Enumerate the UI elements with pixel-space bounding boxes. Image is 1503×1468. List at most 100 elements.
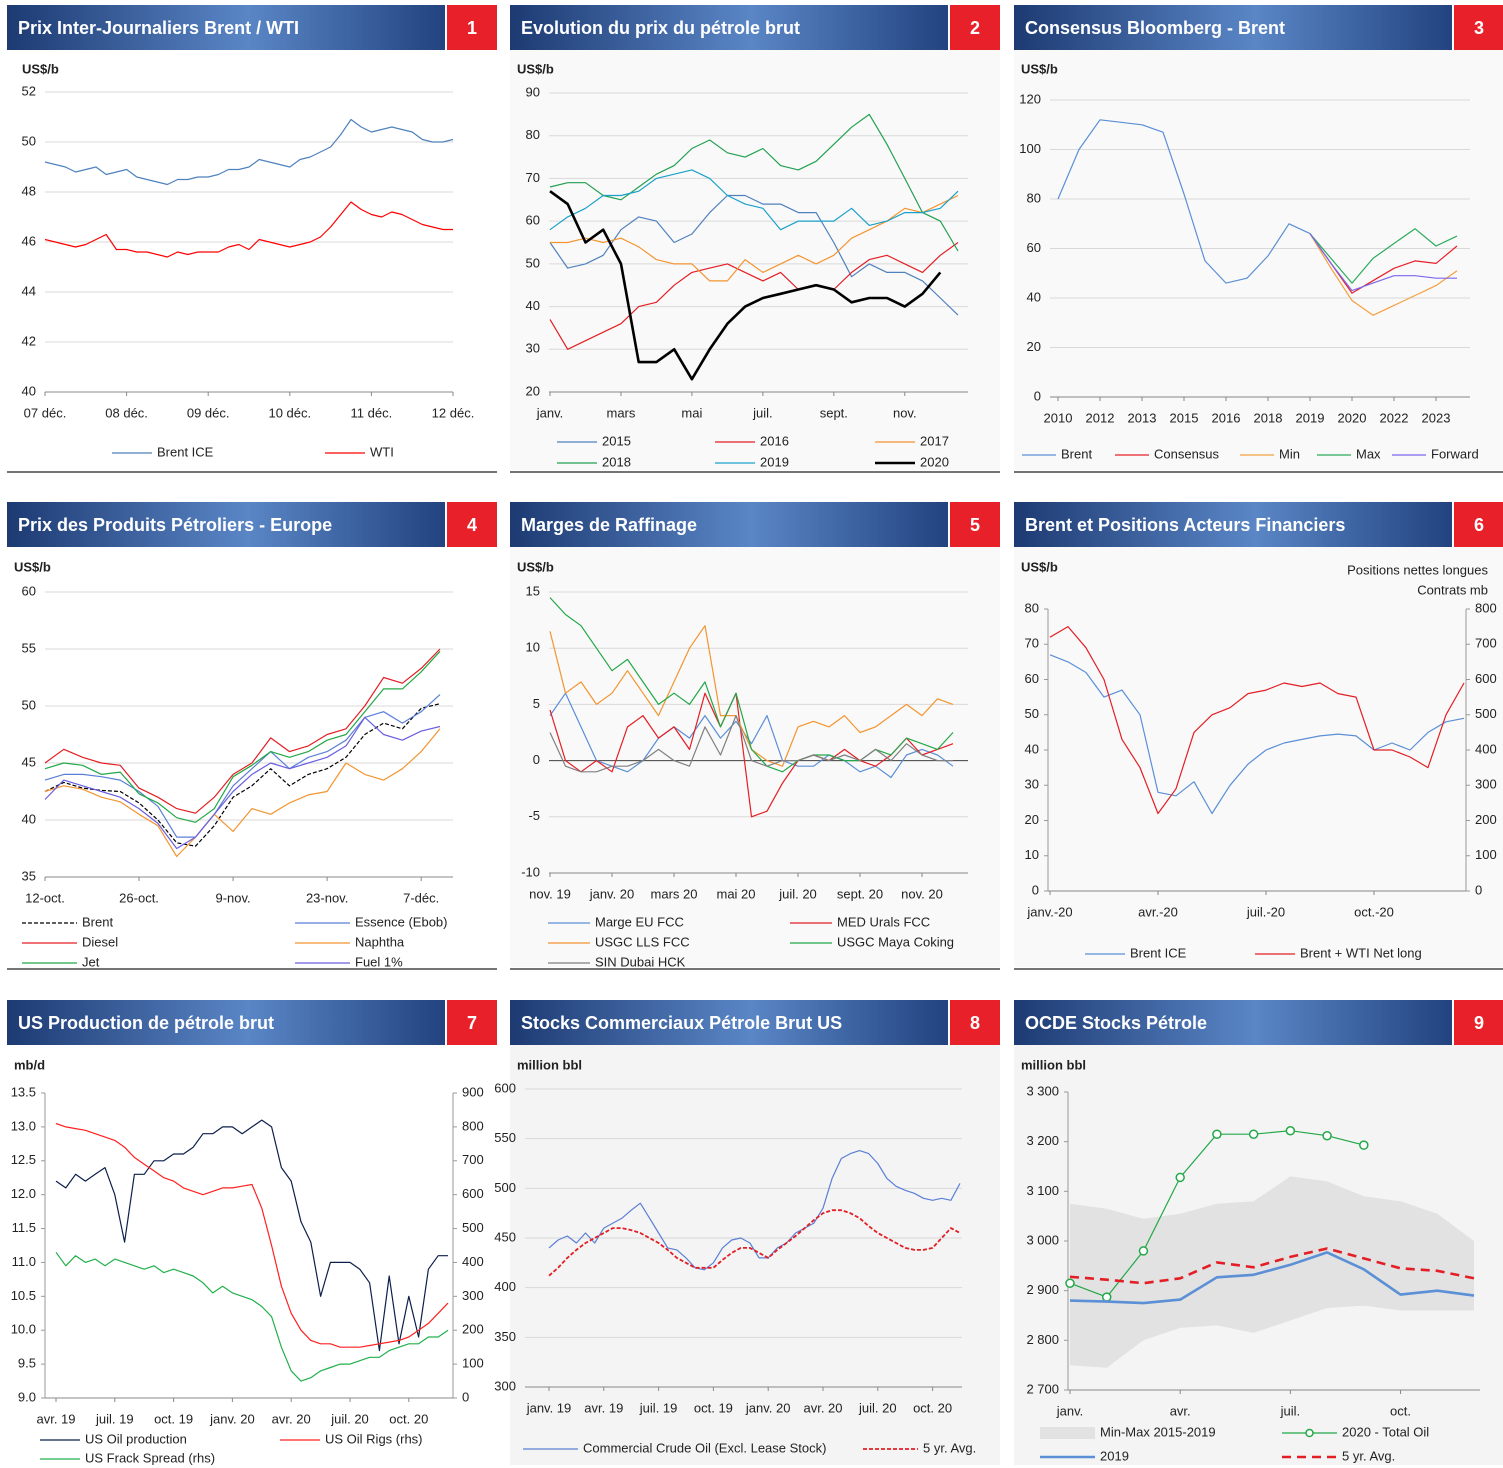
panel-number-box — [950, 502, 1000, 547]
x-tick-label: 12 déc. — [432, 405, 475, 420]
legend-label: Marge EU FCC — [595, 914, 684, 929]
x-tick-label: juil. — [752, 405, 773, 420]
x-tick-label: 09 déc. — [187, 405, 230, 420]
y-tick-label: 40 — [1027, 289, 1041, 304]
y-tick-label: 70 — [1025, 636, 1039, 651]
series-line — [1309, 233, 1457, 292]
x-tick-label: janv. — [536, 405, 564, 420]
y-tick-label: 12.5 — [11, 1152, 36, 1167]
panel-number-box — [447, 5, 497, 50]
x-tick-label: 08 déc. — [105, 405, 148, 420]
legend-label: Min — [1279, 446, 1300, 461]
x-tick-label: 2019 — [1296, 410, 1325, 425]
x-tick-label: janv. 20 — [745, 1400, 791, 1415]
y-tick-label: 10.0 — [11, 1322, 36, 1337]
series-line — [549, 597, 954, 773]
legend-label: 2019 — [760, 454, 789, 469]
x-tick-label: janv. 20 — [589, 886, 635, 901]
x-tick-label: sept. 20 — [837, 886, 883, 901]
y-tick-label: 40 — [22, 383, 36, 398]
y-tick-label: 30 — [1025, 777, 1039, 792]
y-tick-label: 60 — [526, 213, 540, 228]
legend-label: Fuel 1% — [355, 954, 403, 969]
x-tick-label: 2022 — [1380, 410, 1409, 425]
point-marker — [1359, 1140, 1369, 1150]
series-line — [549, 194, 959, 316]
legend-label: US Oil production — [85, 1431, 187, 1446]
y-tick-label: 45 — [22, 754, 36, 769]
panel-number: 3 — [1474, 18, 1484, 38]
panel-background — [510, 1045, 1000, 1465]
y-tick-label: 3 100 — [1026, 1183, 1059, 1198]
x-tick-label: nov. — [893, 405, 917, 420]
panel-title: OCDE Stocks Pétrole — [1025, 1013, 1207, 1033]
series-line — [549, 692, 954, 779]
x-tick-label: 2013 — [1128, 410, 1157, 425]
y-tick-label: 20 — [526, 383, 540, 398]
panel-background — [1014, 547, 1503, 967]
panel-title: Stocks Commerciaux Pétrole Brut US — [521, 1013, 842, 1033]
legend-label: 2018 — [602, 454, 631, 469]
y-tick-label: 42 — [22, 333, 36, 348]
chart-panel: Marges de Raffinage 5 US$/b -10 -5 0 5 10 15 nov.… — [510, 502, 1000, 970]
x-tick-label: mars — [607, 405, 636, 420]
y-tick-label: 13.0 — [11, 1118, 36, 1133]
unit-label: US$/b — [517, 61, 554, 76]
chart-panel: OCDE Stocks Pétrole 9 million bbl 2 700 2 80… — [1014, 1000, 1503, 1465]
point-marker — [1248, 1129, 1259, 1139]
y-tick-label: 15 — [526, 583, 540, 598]
panel-number-box — [447, 1000, 497, 1045]
x-tick-label: 9-nov. — [216, 890, 251, 905]
y-tick-label: 5 — [533, 696, 540, 711]
series-line — [549, 169, 959, 231]
y-tick-label: 80 — [1027, 190, 1041, 205]
x-tick-label: 2018 — [1254, 410, 1283, 425]
series-line — [44, 694, 441, 838]
y-tick-label: 120 — [1019, 91, 1041, 106]
legend-label: Max — [1356, 446, 1381, 461]
x-tick-label: avr. 20 — [272, 1411, 311, 1426]
x-tick-label: oct. 19 — [154, 1411, 193, 1426]
panel-number-box — [447, 502, 497, 547]
legend-label: 2015 — [602, 433, 631, 448]
x-tick-label: oct. 20 — [389, 1411, 428, 1426]
y-tick-label: 90 — [526, 84, 540, 99]
y-tick-label: 550 — [494, 1130, 516, 1145]
panel-number: 7 — [467, 1013, 477, 1033]
x-tick-label: nov. 19 — [529, 886, 571, 901]
x-tick-label: juil.-20 — [1246, 904, 1285, 919]
panel-title: Prix des Produits Pétroliers - Europe — [18, 515, 332, 535]
panel-header — [510, 502, 948, 547]
series-line — [549, 692, 954, 818]
x-tick-label: mai — [681, 405, 702, 420]
legend-label: 2017 — [920, 433, 949, 448]
unit-label: million bbl — [517, 1057, 582, 1072]
chart-panel: Consensus Bloomberg - Brent 3 US$/b 0 20 40 60… — [1014, 5, 1503, 473]
y2-tick-label: 700 — [462, 1152, 484, 1167]
x-tick-label: 2015 — [1170, 410, 1199, 425]
y-tick-label: 13.5 — [11, 1084, 36, 1099]
point-marker — [1212, 1129, 1222, 1139]
y2-tick-label: 400 — [1475, 741, 1497, 756]
panel-number: 2 — [970, 18, 980, 38]
series-line — [1049, 626, 1465, 815]
series-line — [44, 703, 441, 847]
x-tick-label: juil. 19 — [639, 1400, 678, 1415]
y-tick-label: 100 — [1019, 141, 1041, 156]
panel-number-box — [950, 5, 1000, 50]
series-line — [549, 242, 959, 350]
x-tick-label: 2012 — [1086, 410, 1115, 425]
y-tick-label: -5 — [528, 808, 540, 823]
panel-number: 4 — [467, 515, 477, 535]
panel-header — [7, 5, 445, 50]
legend-label: Min-Max 2015-2019 — [1100, 1424, 1216, 1439]
y-tick-label: 80 — [526, 127, 540, 142]
panel-header — [1014, 5, 1452, 50]
panel-background — [1014, 50, 1503, 470]
series-line — [1049, 654, 1465, 815]
series-line — [55, 1251, 449, 1382]
x-tick-label: 12-oct. — [25, 890, 65, 905]
y2-tick-label: 800 — [1475, 600, 1497, 615]
panel-number-box — [1454, 502, 1503, 547]
